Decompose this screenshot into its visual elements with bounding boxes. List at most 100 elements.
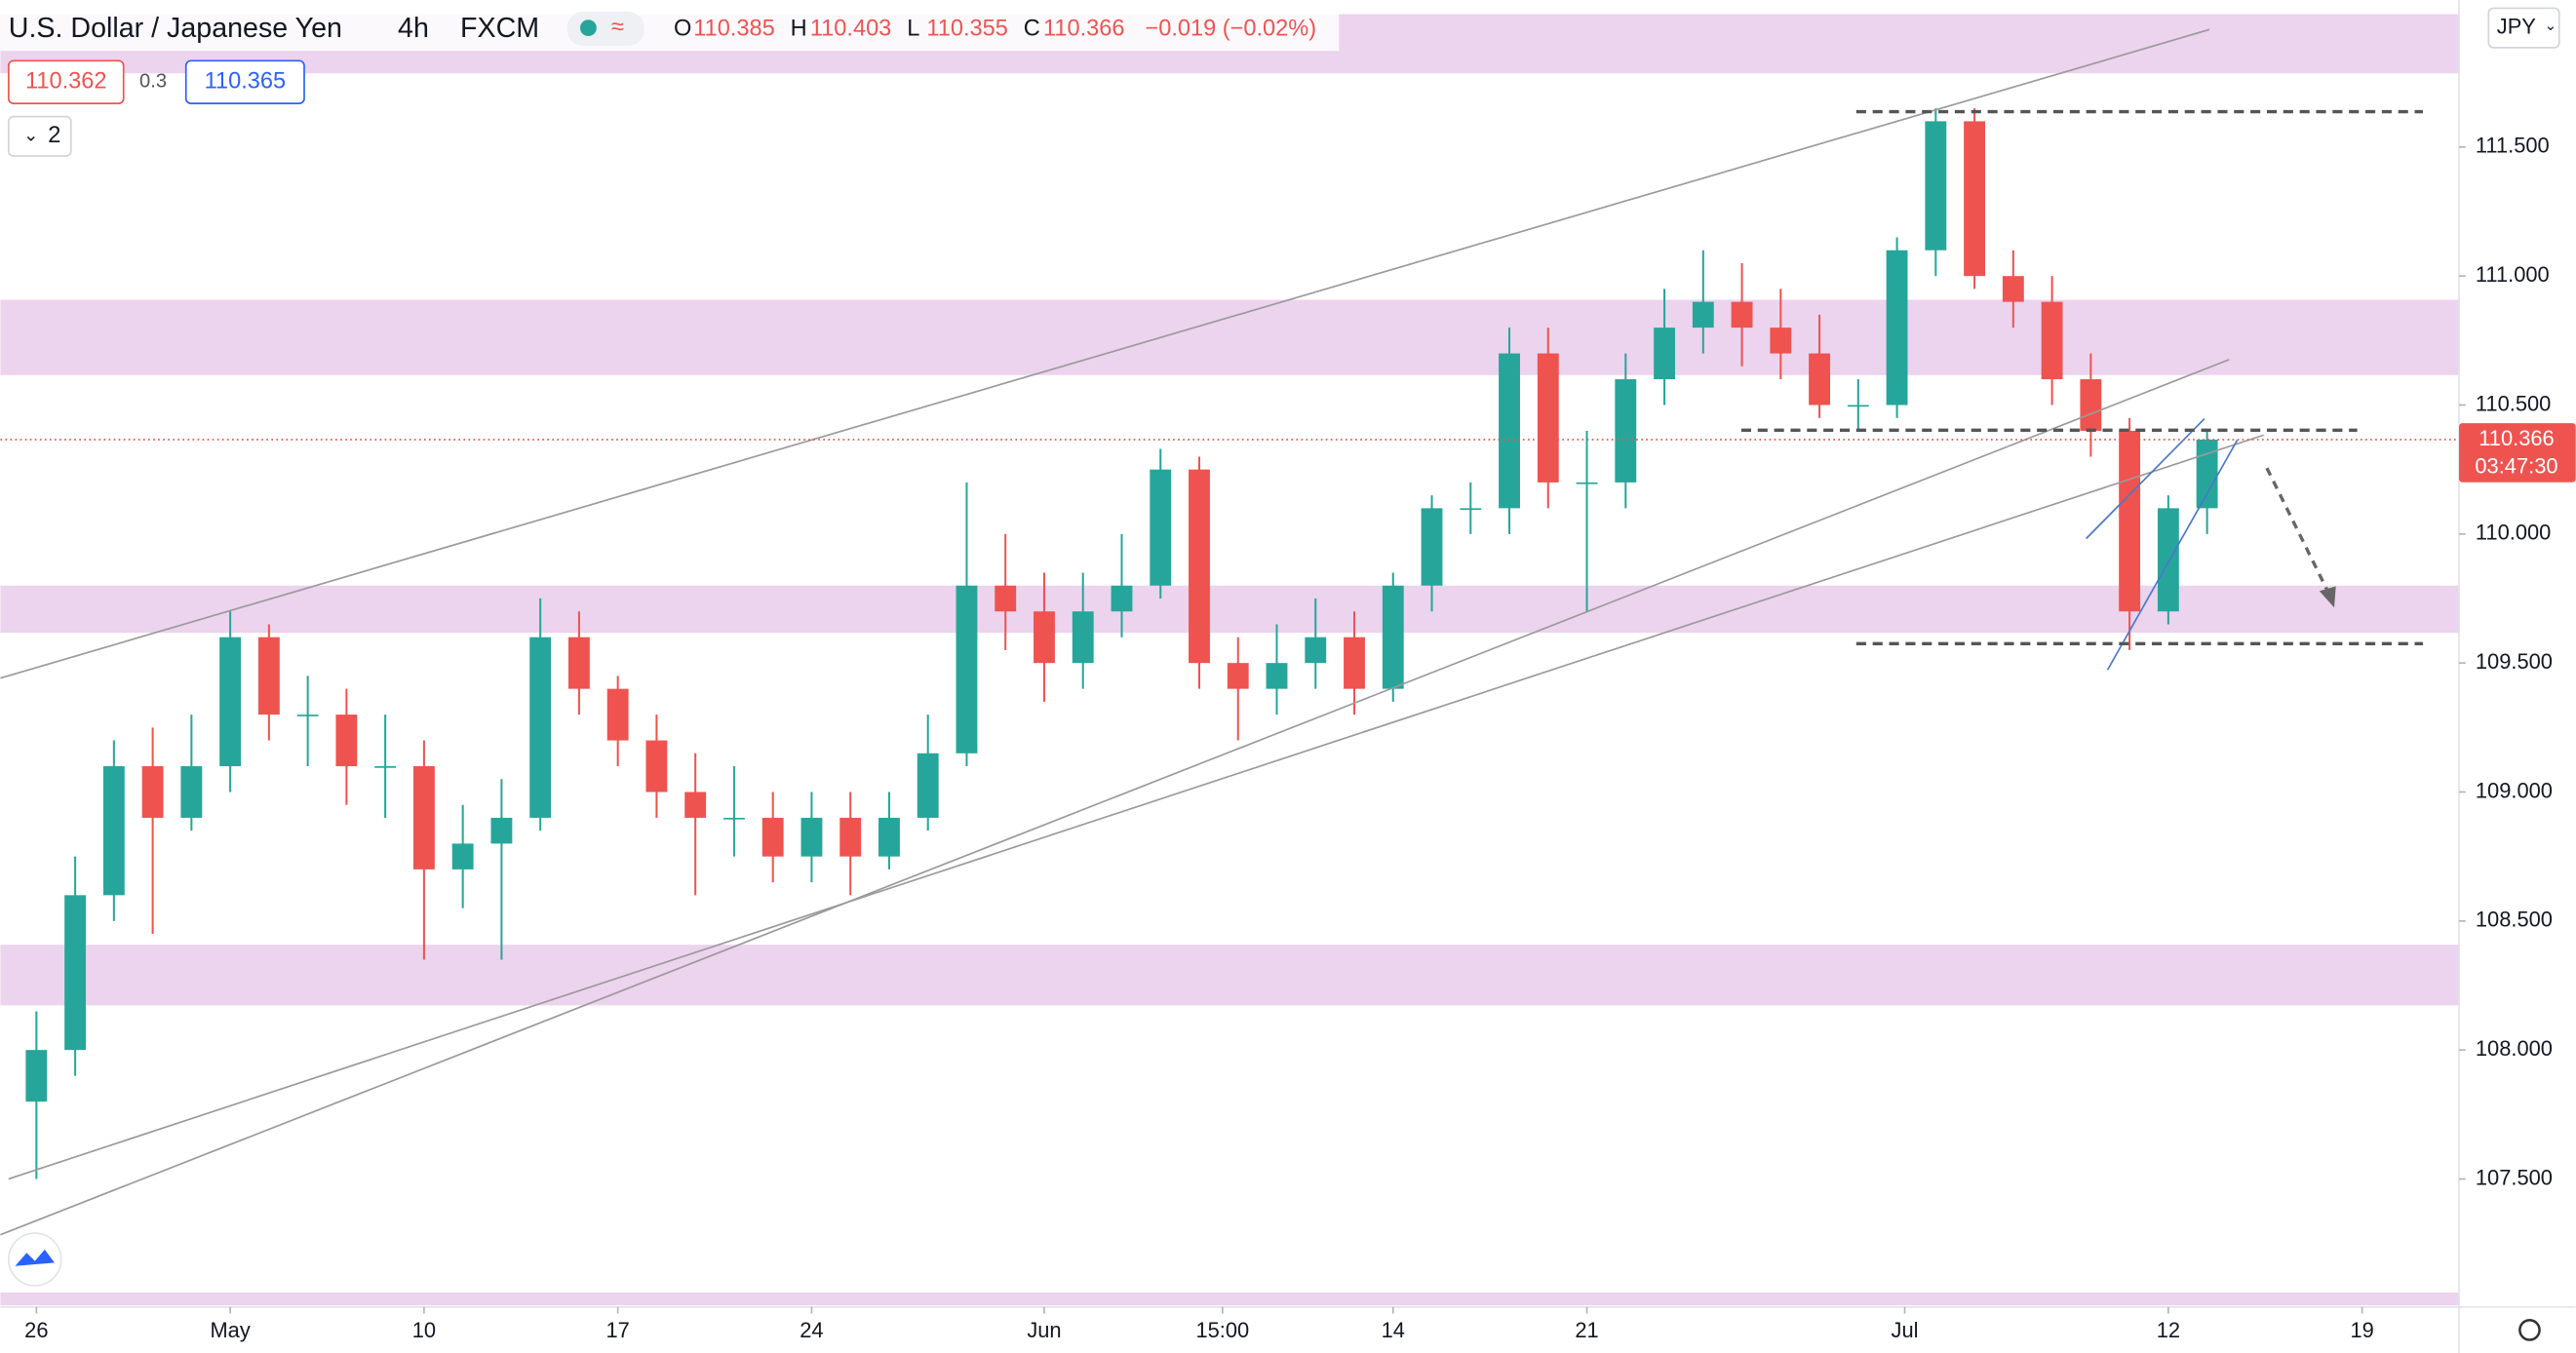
x-tick-label: 14 — [1382, 1318, 1405, 1342]
ohlc-key: C — [1024, 16, 1040, 41]
status-dot — [579, 19, 597, 37]
candle-body — [1770, 328, 1792, 354]
ohlc-value: 110.385 — [693, 16, 774, 41]
x-tick-label: May — [210, 1318, 250, 1342]
header-bg — [0, 6, 1340, 52]
candle-body — [335, 715, 358, 767]
indicators-toggle[interactable] — [7, 115, 72, 157]
candle-body — [2080, 379, 2102, 431]
candle-body — [296, 715, 319, 716]
candle-body — [1382, 585, 1404, 689]
trend-line — [0, 28, 2210, 679]
ohlc-key: L — [907, 16, 919, 41]
candle-body — [1072, 611, 1094, 664]
wedge-line — [2086, 417, 2205, 540]
candle-body — [2002, 276, 2024, 302]
candle-body — [2196, 439, 2218, 509]
change: −0.019 (−0.02%) — [1145, 16, 1316, 41]
candle-body — [1615, 379, 1637, 483]
status-pill[interactable] — [566, 11, 644, 47]
ohlc-key: H — [791, 16, 807, 41]
ask-button[interactable] — [184, 59, 305, 104]
candle-body — [1266, 663, 1288, 689]
candle-body — [684, 792, 707, 818]
candle-body — [1847, 405, 1869, 407]
candle-body — [1421, 508, 1443, 586]
candle-body — [1576, 482, 1598, 484]
candle-body — [490, 817, 513, 844]
candle-body — [1537, 353, 1559, 483]
candle-body — [412, 766, 435, 870]
candle-body — [1227, 663, 1249, 689]
x-tick-label: 15:00 — [1195, 1318, 1249, 1342]
x-tick-label: 12 — [2157, 1318, 2180, 1342]
ohlc-value: 110.366 — [1043, 16, 1124, 41]
y-tick-label: 109.500 — [2476, 649, 2553, 674]
ohlc-legend: O 110.385 H 110.403 L 110.355 C 110.366 — [674, 16, 1124, 41]
candle-body — [1654, 328, 1675, 380]
y-tick-label: 110.000 — [2476, 521, 2551, 545]
x-tick-label: 17 — [606, 1318, 630, 1342]
settings-icon[interactable] — [2518, 1319, 2541, 1341]
y-tick-label: 111.000 — [2476, 262, 2550, 287]
chevron: ⌄ — [23, 125, 39, 145]
currency: JPY — [2497, 14, 2537, 38]
price-tag — [2459, 423, 2576, 483]
candle-body — [219, 637, 242, 767]
source: FXCM — [460, 13, 539, 44]
interval: 4h — [398, 13, 429, 44]
currency-button[interactable] — [2487, 7, 2560, 49]
candle-body — [723, 817, 745, 820]
x-tick-label: 19 — [2350, 1318, 2373, 1342]
candle-body — [839, 817, 862, 857]
candle-body — [1692, 301, 1714, 329]
candle-body — [645, 740, 668, 792]
candle-body — [180, 766, 203, 818]
indicator-count: 2 — [48, 122, 60, 147]
price-tag-value: 110.366 — [2478, 426, 2554, 450]
y-tick-label: 107.500 — [2476, 1165, 2553, 1189]
candle-body — [1964, 121, 1986, 277]
candle-body — [1344, 637, 1365, 689]
zones — [0, 14, 2460, 1306]
candle-body — [606, 688, 629, 741]
y-tick-label: 108.500 — [2476, 908, 2553, 932]
bid-button[interactable] — [7, 59, 125, 104]
candle-body — [1809, 353, 1831, 406]
overlay: 110.366 03:47:30 — [0, 423, 2576, 483]
candle-body — [956, 585, 978, 754]
ohlc-value: 110.403 — [810, 16, 891, 41]
candle-body — [1886, 250, 1908, 406]
candle-body — [2041, 301, 2063, 380]
zone — [0, 585, 2460, 634]
candle-body — [761, 817, 784, 857]
candle-body — [64, 895, 87, 1051]
arrow-head — [2319, 586, 2336, 608]
candle-body — [25, 1050, 48, 1102]
y-tick-label: 109.000 — [2476, 778, 2553, 802]
logo-mark — [15, 1249, 55, 1266]
y-tick-label: 110.500 — [2476, 391, 2551, 415]
x-tick-label: Jun — [1027, 1318, 1061, 1342]
candle-body — [2119, 430, 2141, 612]
wedge-line — [2106, 440, 2239, 671]
candle-body — [451, 843, 474, 870]
candle-body — [1925, 121, 1947, 251]
ask: 110.365 — [205, 67, 286, 93]
candle-body — [2157, 508, 2179, 612]
candle-body — [878, 817, 900, 857]
zone — [0, 945, 2460, 1006]
drawings — [0, 28, 2423, 1236]
candle-body — [529, 637, 552, 818]
candle-body — [141, 766, 164, 818]
logo[interactable] — [7, 1232, 62, 1287]
spread: 0.3 — [139, 71, 167, 93]
zone — [0, 1292, 2460, 1306]
candle-body — [917, 753, 939, 818]
candle-body — [1189, 469, 1210, 664]
x-tick-label: 21 — [1575, 1318, 1598, 1342]
candle-body — [102, 766, 125, 896]
chevron: ⌄ — [2545, 18, 2557, 34]
